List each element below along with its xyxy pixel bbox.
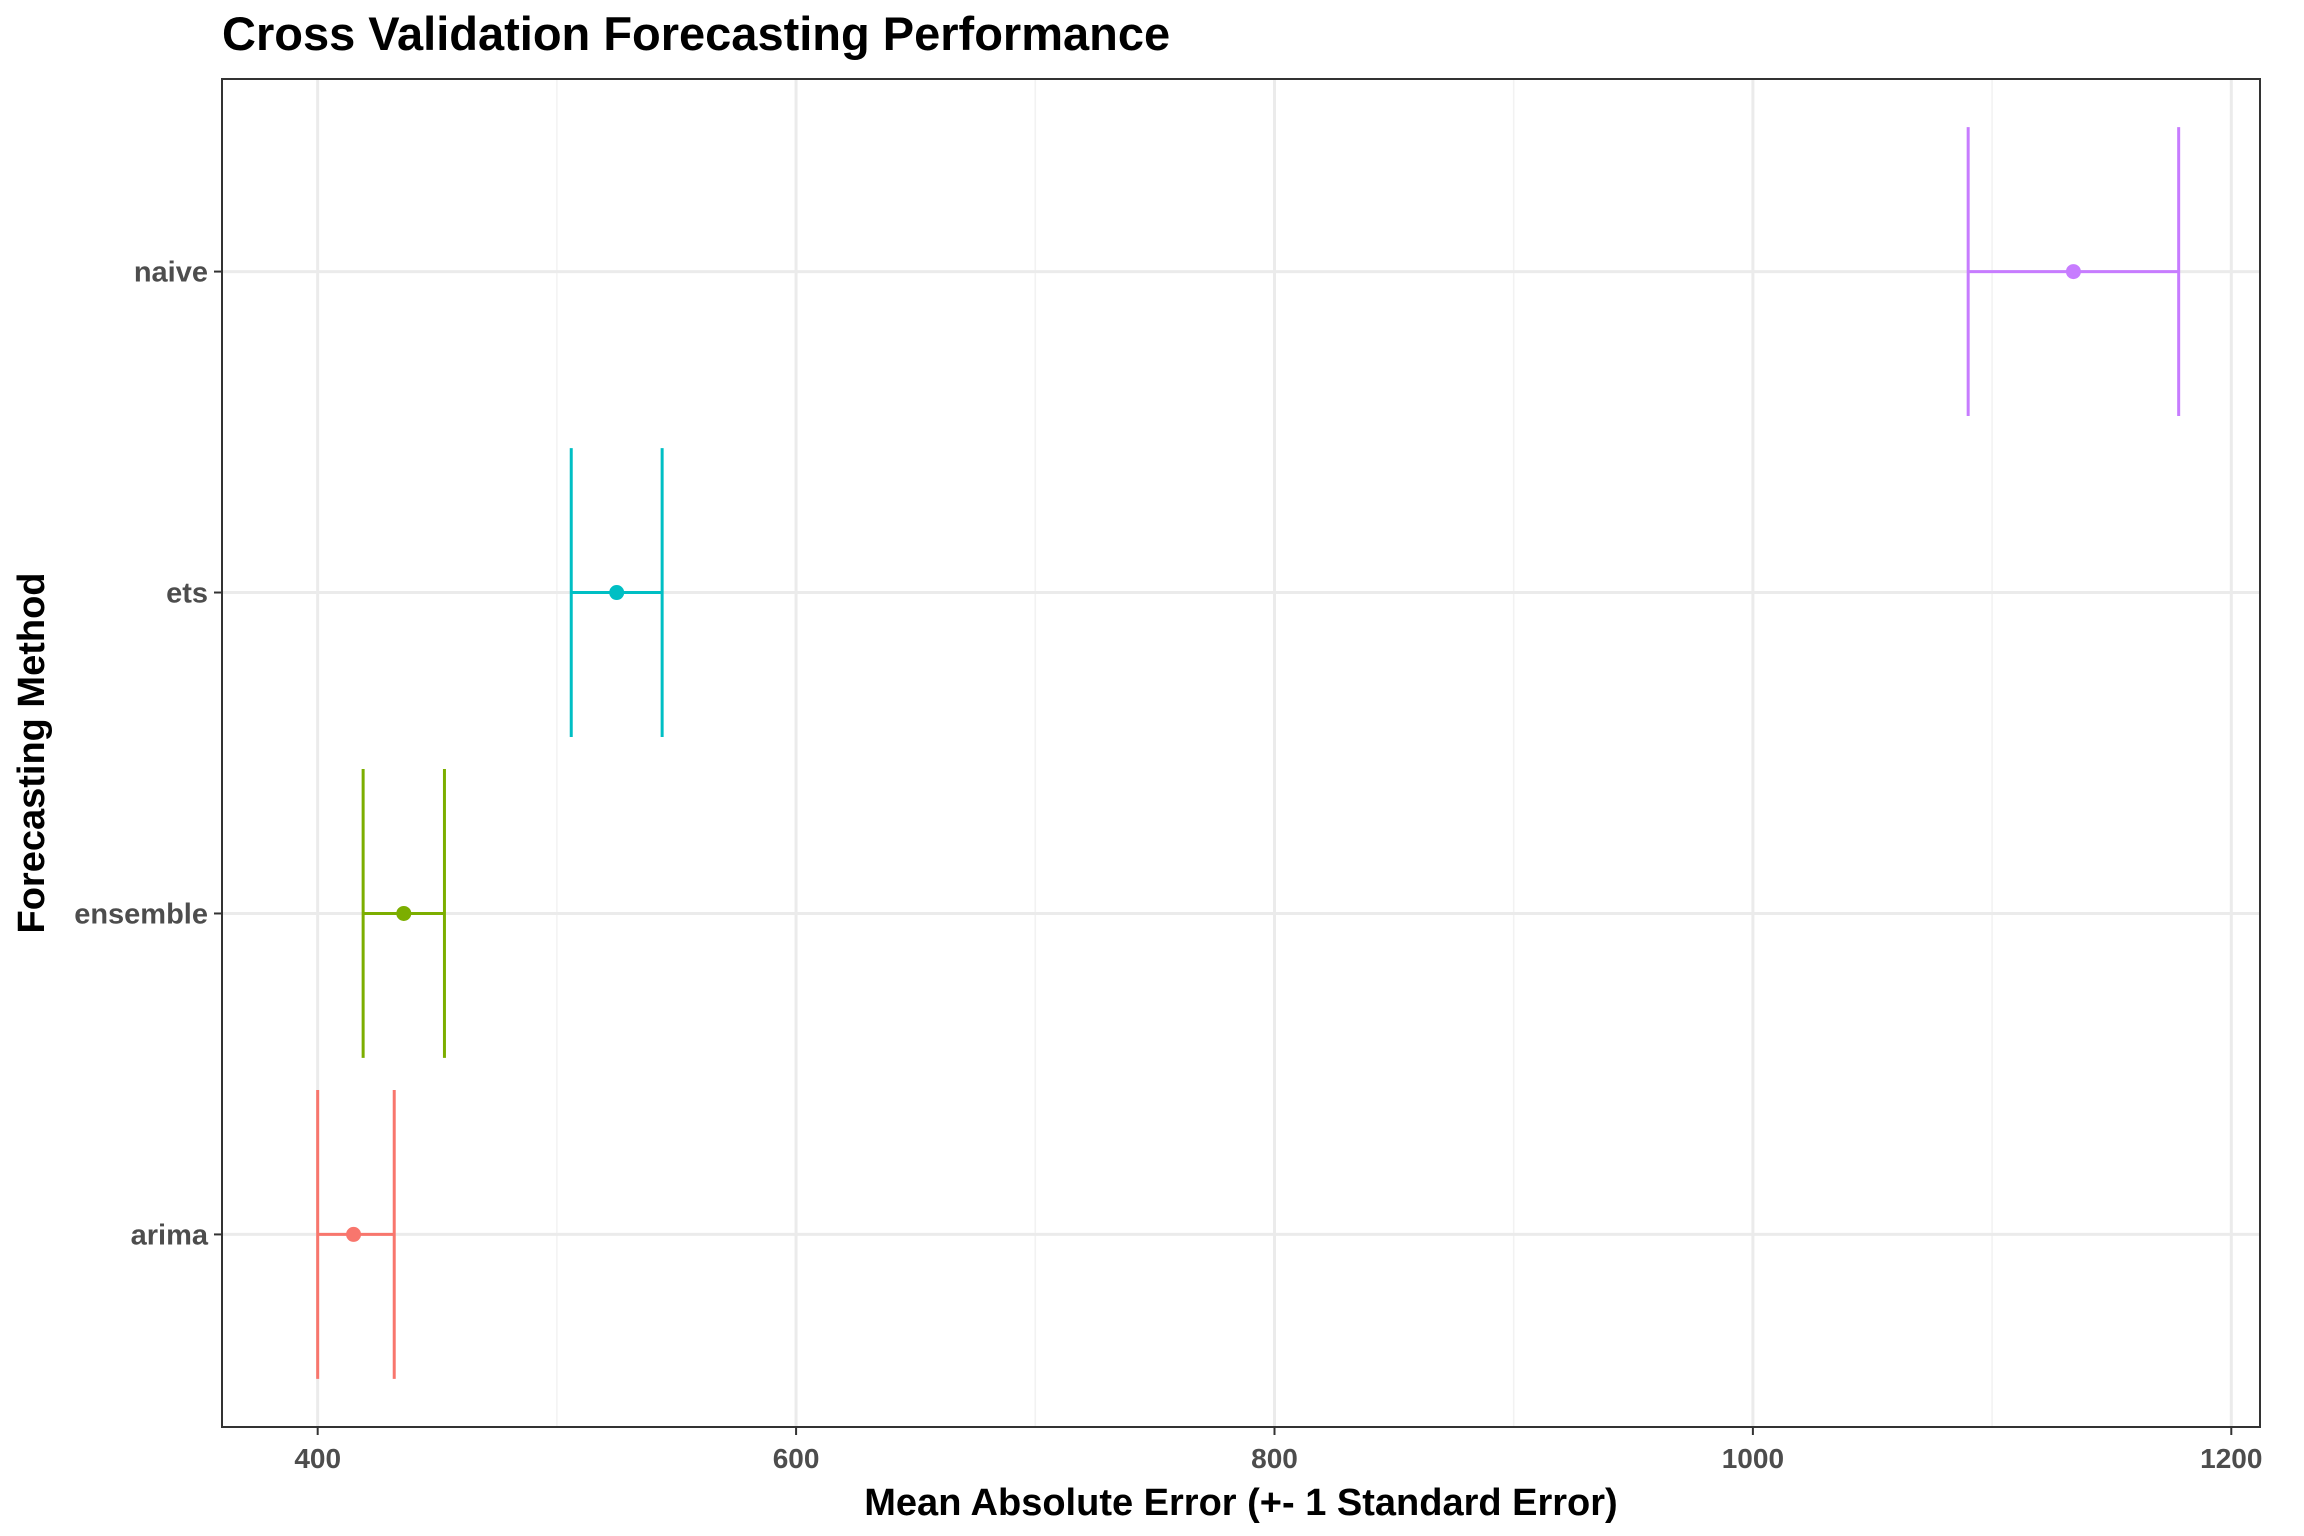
errorbar-ensemble bbox=[361, 769, 446, 1058]
x-tick-label: 1200 bbox=[2200, 1443, 2262, 1474]
tick-layer: 400 600 800 1000 1200 arima ensemble ets naive bbox=[74, 257, 2262, 1474]
y-tick-label: ets bbox=[166, 578, 208, 610]
x-tick-label: 1000 bbox=[1722, 1443, 1784, 1474]
series-layer bbox=[316, 127, 2181, 1379]
x-tick-label: 800 bbox=[1251, 1443, 1298, 1474]
grid-layer bbox=[222, 79, 2260, 1427]
y-axis-title: Forecasting Method bbox=[11, 572, 53, 933]
x-axis-title: Mean Absolute Error (+- 1 Standard Error… bbox=[864, 1482, 1617, 1524]
mean-point bbox=[396, 905, 412, 921]
mean-point bbox=[609, 585, 625, 601]
mean-point bbox=[346, 1226, 362, 1242]
x-tick-label: 400 bbox=[294, 1443, 341, 1474]
chart-title: Cross Validation Forecasting Performance bbox=[222, 7, 1170, 60]
x-tick-label: 600 bbox=[773, 1443, 820, 1474]
panel-border bbox=[221, 78, 2261, 1428]
y-tick-label: naive bbox=[134, 257, 208, 289]
mean-point bbox=[2065, 264, 2081, 280]
y-tick-label: ensemble bbox=[74, 898, 208, 930]
errorbar-arima bbox=[316, 1090, 396, 1379]
y-tick-label: arima bbox=[131, 1219, 209, 1251]
errorbar-ets bbox=[569, 448, 664, 737]
errorbar-naive bbox=[1966, 127, 2181, 416]
